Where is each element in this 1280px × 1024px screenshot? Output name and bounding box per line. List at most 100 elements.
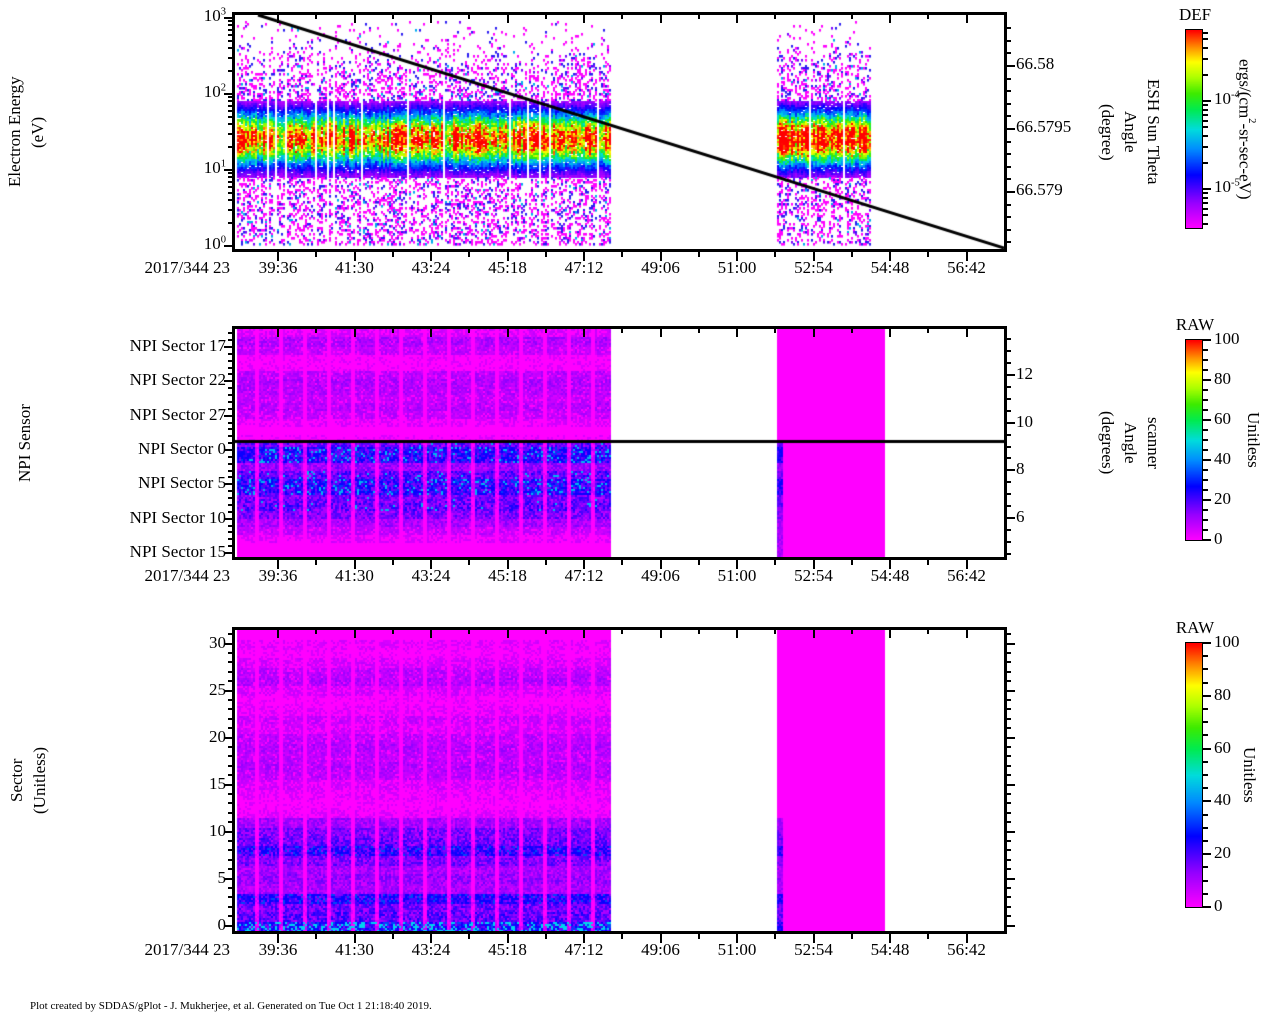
tick-mark xyxy=(1007,362,1011,365)
colorbar-title-raw-sector: RAW xyxy=(1175,618,1215,637)
tick-mark xyxy=(1007,191,1015,193)
tick-mark xyxy=(228,123,232,126)
tick-mark xyxy=(583,15,585,23)
tick-mark xyxy=(850,934,853,939)
right-tick-label: 66.5795 xyxy=(1016,117,1072,136)
x-tick-label: 51:00 xyxy=(717,566,757,585)
y-tick-label: 15 xyxy=(209,773,226,793)
tick-mark xyxy=(224,380,232,383)
colorbar-tick-label: 40 xyxy=(1214,449,1231,468)
tick-mark xyxy=(1007,385,1011,388)
tick-mark xyxy=(1203,668,1208,671)
tick-mark xyxy=(1203,892,1208,895)
x-tick-label: 51:00 xyxy=(717,940,757,959)
tick-mark xyxy=(1007,228,1011,231)
right-tick-label: 12 xyxy=(1016,364,1033,383)
x-tick-label: 54:48 xyxy=(870,940,910,959)
tick-mark xyxy=(228,132,232,135)
tick-mark xyxy=(228,100,232,103)
tick-mark xyxy=(1203,840,1208,842)
tick-mark xyxy=(224,169,232,171)
tick-mark xyxy=(544,252,547,257)
tick-mark xyxy=(1203,73,1208,76)
tick-mark xyxy=(1203,879,1208,882)
tick-mark xyxy=(1203,47,1208,50)
tick-mark xyxy=(1203,681,1208,684)
x-tick-label: 47:12 xyxy=(564,940,604,959)
x-tick-label: 54:48 xyxy=(870,566,910,585)
tick-mark xyxy=(1203,379,1211,381)
tick-mark xyxy=(228,905,232,908)
axis-title-line: NPI Sensor xyxy=(15,404,34,482)
right-axis-title-esh-sun-theta: ESH Sun Theta Angle (degree) xyxy=(1076,15,1164,249)
tick-mark xyxy=(228,490,232,493)
tick-mark xyxy=(1007,115,1011,118)
tick-mark xyxy=(1203,409,1208,411)
tick-mark xyxy=(228,104,232,107)
tick-mark xyxy=(277,934,279,943)
x-tick-label: 47:12 xyxy=(564,258,604,277)
tick-mark xyxy=(315,252,318,257)
tick-mark xyxy=(1007,39,1011,42)
tick-mark xyxy=(1203,529,1208,531)
tick-mark xyxy=(621,630,624,634)
tick-mark xyxy=(774,15,777,19)
tick-mark xyxy=(224,17,232,19)
tick-mark xyxy=(927,329,930,333)
tick-mark xyxy=(228,222,232,225)
tick-mark xyxy=(1203,369,1208,371)
tick-mark xyxy=(812,15,815,23)
tick-mark xyxy=(228,538,232,541)
tick-mark xyxy=(697,934,700,939)
tick-mark xyxy=(224,517,232,520)
tick-mark xyxy=(544,630,547,634)
axis-title-line: (degree) xyxy=(1098,103,1118,161)
tick-mark xyxy=(228,670,232,673)
x-axis-date-label-panel1: 2017/344 23 xyxy=(144,258,230,277)
tick-mark xyxy=(391,560,394,565)
tick-mark xyxy=(228,708,232,711)
tick-mark xyxy=(1203,126,1208,129)
electron-energy-heatmap-canvas xyxy=(235,15,1004,249)
tick-mark xyxy=(1203,853,1211,856)
tick-mark xyxy=(228,764,232,767)
tick-mark xyxy=(659,560,662,569)
x-tick-label: 39:36 xyxy=(258,566,298,585)
tick-mark xyxy=(736,560,738,569)
tick-mark xyxy=(353,329,356,337)
colorbar-tick-label: 100 xyxy=(1214,632,1240,651)
x-tick-label: 49:06 xyxy=(641,940,680,959)
y-tick-label: NPI Sector 22 xyxy=(129,370,226,390)
tick-mark xyxy=(774,560,777,565)
tick-mark xyxy=(1203,800,1211,803)
tick-mark xyxy=(391,252,394,257)
y-tick-label: 101 xyxy=(203,158,226,177)
tick-mark xyxy=(430,630,432,638)
tick-mark xyxy=(1007,178,1011,181)
tick-mark xyxy=(353,630,356,638)
tick-mark xyxy=(812,934,815,943)
tick-mark xyxy=(1203,655,1208,658)
tick-mark xyxy=(583,329,585,337)
right-tick-label: 66.579 xyxy=(1016,180,1063,199)
y-tick-label: 5 xyxy=(217,867,227,887)
tick-mark xyxy=(1203,201,1208,204)
colorbar-tick-label: 40 xyxy=(1214,790,1231,810)
tick-mark xyxy=(1203,866,1208,869)
tick-mark xyxy=(1203,469,1208,471)
tick-mark xyxy=(224,448,232,451)
tick-mark xyxy=(315,560,318,565)
tick-mark xyxy=(583,252,585,261)
tick-mark xyxy=(1007,52,1011,55)
tick-mark xyxy=(621,252,624,257)
tick-mark xyxy=(1007,670,1011,673)
tick-mark xyxy=(1203,721,1208,724)
tick-mark xyxy=(774,934,777,939)
tick-mark xyxy=(583,630,585,638)
y-tick-label: NPI Sector 17 xyxy=(129,336,226,355)
tick-mark xyxy=(1007,774,1011,777)
tick-mark xyxy=(1007,469,1015,472)
tick-mark xyxy=(468,15,471,19)
tick-mark xyxy=(889,560,891,569)
tick-mark xyxy=(228,476,232,479)
